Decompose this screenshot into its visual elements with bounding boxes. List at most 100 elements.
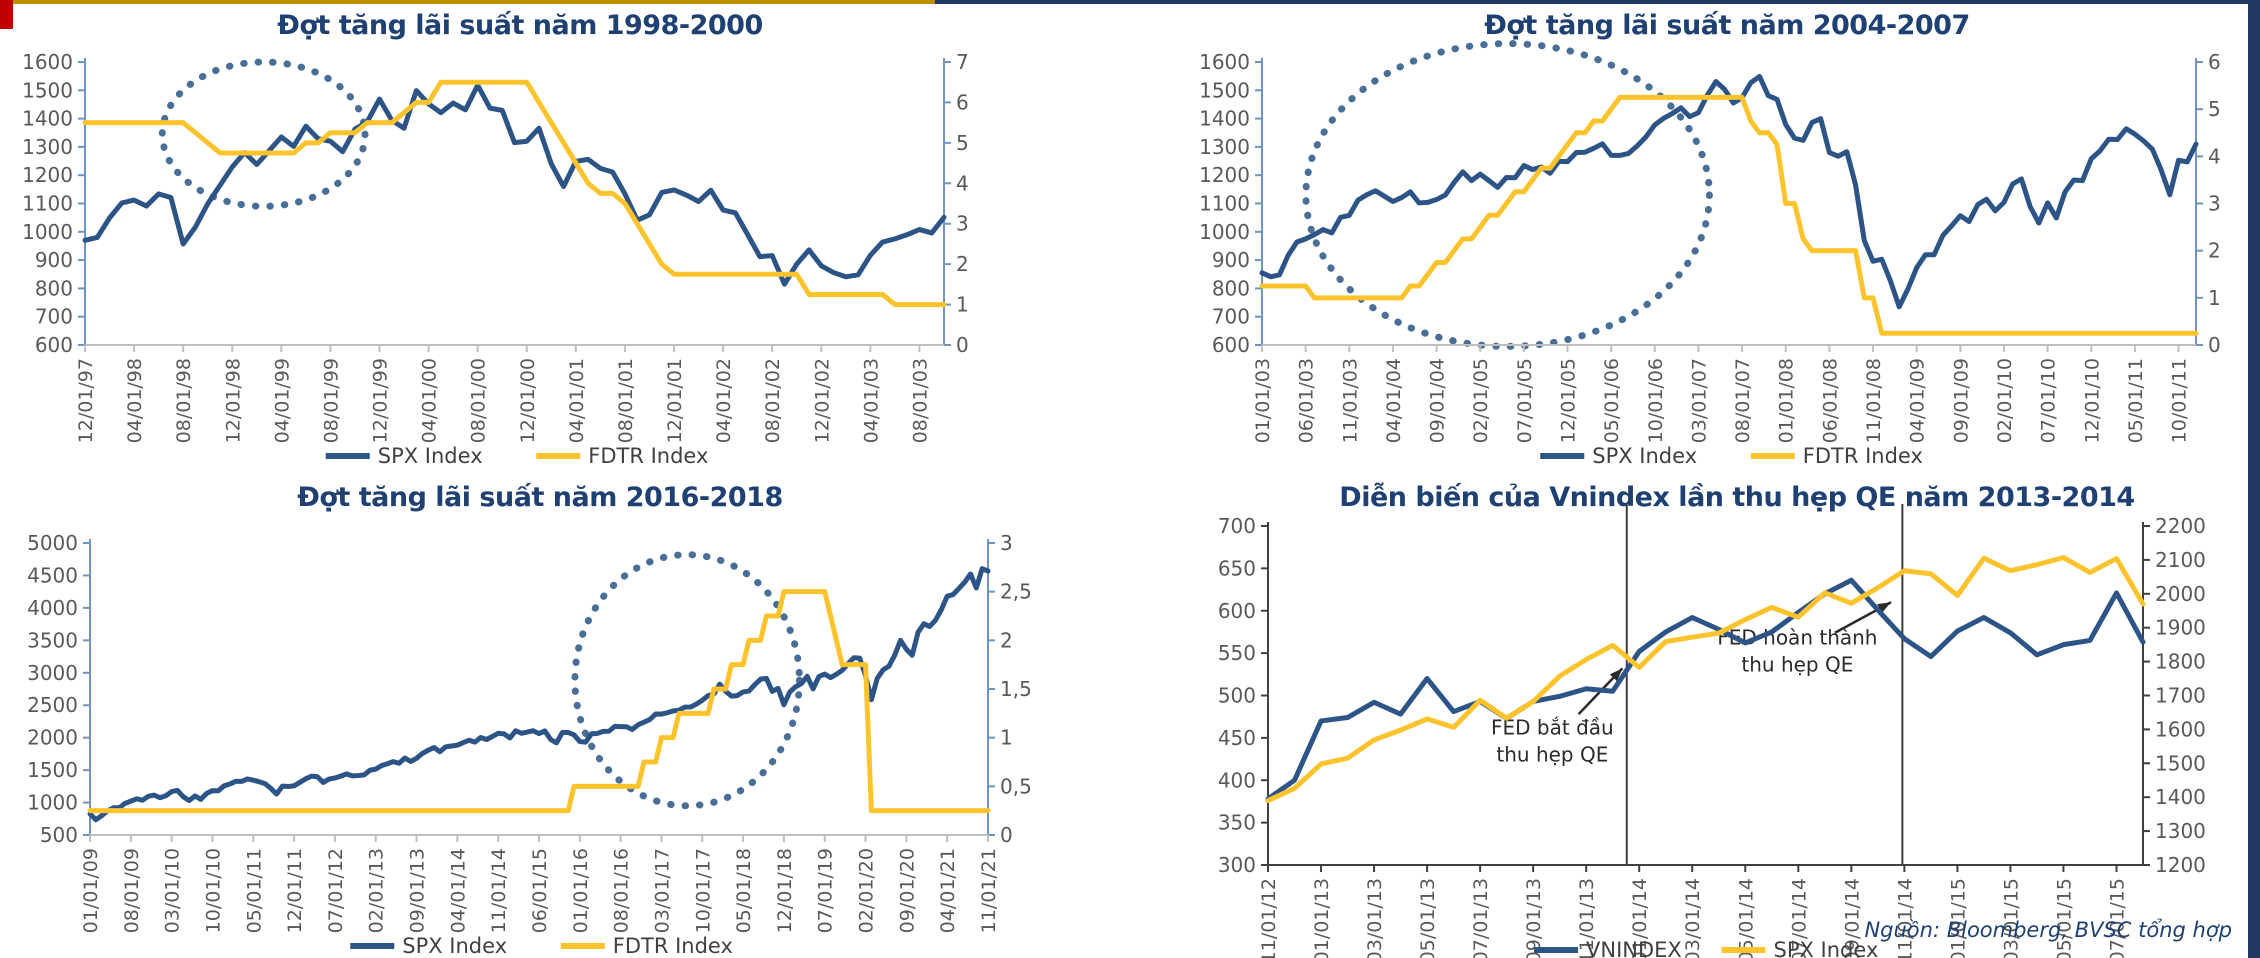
svg-text:1300: 1300	[22, 135, 73, 159]
svg-text:12/01/02: 12/01/02	[811, 358, 833, 443]
svg-text:10/01/10: 10/01/10	[202, 848, 224, 933]
svg-text:04/01/09: 04/01/09	[1907, 358, 1929, 443]
svg-text:1500: 1500	[22, 78, 73, 102]
svg-text:01/01/15: 01/01/15	[1947, 878, 1969, 958]
chart-2016-2018: Đợt tăng lãi suất năm 2016-2018 5000 4500…	[20, 476, 1068, 958]
svg-text:11/01/14: 11/01/14	[1894, 878, 1916, 958]
svg-text:6: 6	[2208, 50, 2221, 74]
svg-text:1600: 1600	[22, 50, 73, 74]
y-axes: 700 650 600 550 500 450 400 350 300 2200 2100 2000 1…	[1218, 514, 2206, 877]
svg-text:700: 700	[35, 305, 73, 329]
y-axes: 1600 1500 1400 1300 1200 1100 1000 900 800 700 600…	[22, 50, 969, 357]
chart-vnindex-qe: Diễn biến của Vnindex lần thu hẹp QE năm…	[1172, 476, 2248, 958]
svg-text:1500: 1500	[27, 758, 78, 782]
svg-text:05/01/13: 05/01/13	[1417, 878, 1439, 958]
svg-text:12/01/00: 12/01/00	[517, 358, 539, 443]
svg-text:0,5: 0,5	[1000, 774, 1032, 798]
svg-text:2100: 2100	[2155, 548, 2206, 572]
legend: VNINDEX SPX Index	[1534, 938, 1878, 958]
svg-text:650: 650	[1218, 556, 1256, 580]
svg-text:900: 900	[35, 248, 73, 272]
svg-text:07/01/10: 07/01/10	[2038, 358, 2060, 443]
svg-text:06/01/03: 06/01/03	[1296, 358, 1318, 443]
svg-text:07/01/14: 07/01/14	[1788, 878, 1810, 958]
svg-text:1400: 1400	[1199, 107, 1250, 131]
svg-text:4: 4	[2208, 144, 2221, 168]
legend: SPX Index FDTR Index	[1540, 444, 1923, 468]
svg-text:900: 900	[1212, 248, 1250, 272]
svg-text:1400: 1400	[22, 107, 73, 131]
svg-text:0: 0	[956, 333, 969, 357]
svg-text:04/01/04: 04/01/04	[1383, 358, 1405, 443]
chart-svg: 5000 4500 4000 3500 3000 2500 2000 1500 1000 500 3…	[27, 531, 1032, 958]
svg-text:08/01/98: 08/01/98	[173, 358, 195, 443]
svg-text:01/01/14: 01/01/14	[1629, 878, 1651, 958]
svg-text:1700: 1700	[2155, 684, 2206, 708]
svg-text:600: 600	[1212, 333, 1250, 357]
svg-text:12/01/10: 12/01/10	[2081, 358, 2103, 443]
series-SPX-Index	[82, 82, 947, 287]
chart-2016-2018-canvas: 5000 4500 4000 3500 3000 2500 2000 1500 1000 500 3…	[20, 476, 1068, 958]
svg-text:12/01/97: 12/01/97	[75, 358, 97, 443]
svg-text:10/01/06: 10/01/06	[1645, 358, 1667, 443]
chart-2016-2018-title: Đợt tăng lãi suất năm 2016-2018	[297, 482, 783, 513]
top-border-navy	[935, 0, 2260, 4]
chart-1998-2000: Đợt tăng lãi suất năm 1998-2000 1600 1500…	[20, 4, 1065, 472]
svg-text:10/01/11: 10/01/11	[2169, 358, 2191, 443]
svg-text:02/01/13: 02/01/13	[366, 848, 388, 933]
svg-text:VNINDEX: VNINDEX	[1586, 938, 1682, 958]
svg-text:08/01/07: 08/01/07	[1732, 358, 1754, 443]
svg-text:thu hẹp QE: thu hẹp QE	[1496, 742, 1608, 766]
svg-text:11/01/14: 11/01/14	[488, 848, 510, 933]
svg-text:09/01/13: 09/01/13	[407, 848, 429, 933]
svg-text:2000: 2000	[2155, 582, 2206, 606]
svg-text:2000: 2000	[27, 726, 78, 750]
svg-text:FDTR Index: FDTR Index	[588, 444, 708, 468]
svg-text:4000: 4000	[27, 596, 78, 620]
svg-text:09/01/13: 09/01/13	[1523, 878, 1545, 958]
svg-text:12/01/18: 12/01/18	[774, 848, 796, 933]
svg-text:07/01/19: 07/01/19	[815, 848, 837, 933]
svg-text:7: 7	[956, 50, 969, 74]
svg-text:02/01/10: 02/01/10	[1994, 358, 2016, 443]
svg-text:07/01/12: 07/01/12	[325, 848, 347, 933]
svg-text:05/01/11: 05/01/11	[2125, 358, 2147, 443]
svg-text:08/01/02: 08/01/02	[762, 358, 784, 443]
svg-text:2: 2	[1000, 628, 1013, 652]
svg-text:08/01/03: 08/01/03	[909, 358, 931, 443]
y-axes: 1600 1500 1400 1300 1200 1100 1000 900 800 700 600…	[1199, 50, 2221, 357]
series-FDTR-Index	[1259, 94, 2199, 336]
svg-text:3: 3	[2208, 192, 2221, 216]
svg-text:05/01/18: 05/01/18	[733, 848, 755, 933]
svg-text:1100: 1100	[22, 192, 73, 216]
x-axis: 01/01/09 08/01/09 03/01/10 10/01/10 05/01/11…	[80, 834, 1000, 933]
series-VNINDEX	[1265, 577, 2146, 802]
svg-text:1100: 1100	[1199, 192, 1250, 216]
svg-text:12/01/98: 12/01/98	[222, 358, 244, 443]
top-border-olive	[13, 0, 935, 4]
chart-2004-2007-canvas: 1600 1500 1400 1300 1200 1100 1000 900 800 700 600…	[1172, 4, 2248, 472]
svg-text:400: 400	[1218, 768, 1256, 792]
svg-text:1300: 1300	[1199, 135, 1250, 159]
svg-text:11/01/12: 11/01/12	[1258, 878, 1280, 958]
svg-text:1300: 1300	[2155, 819, 2206, 843]
svg-text:600: 600	[1218, 599, 1256, 623]
svg-text:SPX Index: SPX Index	[378, 444, 483, 468]
svg-text:1500: 1500	[1199, 78, 1250, 102]
svg-text:2,5: 2,5	[1000, 580, 1032, 604]
series-FDTR-Index	[87, 589, 991, 814]
chart-vnindex-qe-title: Diễn biến của Vnindex lần thu hẹp QE năm…	[1339, 482, 2135, 513]
svg-text:05/01/06: 05/01/06	[1601, 358, 1623, 443]
chart-1998-2000-title: Đợt tăng lãi suất năm 1998-2000	[277, 10, 763, 41]
svg-text:1: 1	[956, 293, 969, 317]
svg-text:1600: 1600	[2155, 717, 2206, 741]
svg-text:11/01/13: 11/01/13	[1576, 878, 1598, 958]
svg-text:1: 1	[1000, 726, 1013, 750]
svg-text:SPX Index: SPX Index	[1774, 938, 1879, 958]
chart-2004-2007: Đợt tăng lãi suất năm 2004-2007 1600 1500…	[1172, 4, 2248, 472]
svg-text:04/01/00: 04/01/00	[419, 358, 441, 443]
svg-text:03/01/13: 03/01/13	[1364, 878, 1386, 958]
svg-text:1000: 1000	[1199, 220, 1250, 244]
svg-text:01/01/16: 01/01/16	[570, 848, 592, 933]
svg-text:07/01/13: 07/01/13	[1470, 878, 1492, 958]
